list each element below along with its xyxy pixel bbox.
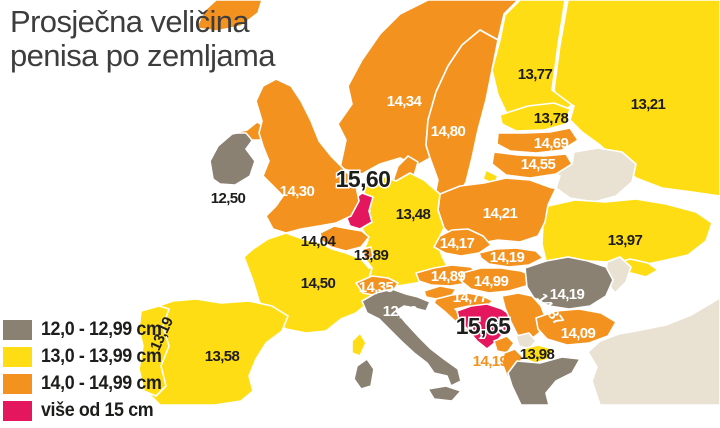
- legend-swatch-gray: [3, 320, 32, 340]
- legend-label-yellow: 13,0 - 13,99 cm: [41, 346, 162, 367]
- legend-row-pink: više od 15 cm: [3, 400, 169, 421]
- country-greece: [507, 356, 581, 405]
- value-label-romania: 14,19: [550, 286, 585, 303]
- legend-row-yellow: 13,0 - 13,99 cm: [3, 346, 169, 367]
- country-slovakia: [478, 247, 544, 268]
- country-belgium: [319, 225, 370, 252]
- infographic: 12,50 14,30 15,60 14,04 13,89 13,48 14,50 14,35…: [3, 0, 720, 421]
- country-kosovo: [515, 332, 537, 350]
- europe-map: 12,50 14,30 15,60 14,04 13,89 13,48 14,50 14,35…: [138, 0, 720, 405]
- legend-label-pink: više od 15 cm: [41, 400, 154, 421]
- page-title: Prosječna veličina penisa po zemljama: [10, 3, 276, 74]
- legend: 12,0 - 12,99 cm 13,0 - 13,99 cm 14,0 - 14,…: [3, 319, 169, 428]
- value-label-norway: 14,34: [387, 93, 423, 110]
- country-sicily: [427, 385, 462, 402]
- country-latvia: [496, 127, 579, 154]
- country-bosnia: [456, 303, 513, 350]
- legend-row-orange: 14,0 - 14,99 cm: [3, 373, 169, 394]
- value-label-great-britain: 14,30: [280, 183, 315, 200]
- value-label-albania: 14,19: [473, 353, 508, 370]
- country-ireland: [209, 130, 256, 186]
- value-label-czechia: 14,17: [440, 235, 475, 252]
- value-label-netherlands: 15,60: [336, 166, 391, 192]
- value-label-slovakia: 14,19: [490, 249, 525, 266]
- value-label-finland: 13,77: [518, 66, 553, 83]
- country-luxembourg: [362, 246, 374, 260]
- value-label-hungary: 14,99: [474, 273, 509, 290]
- country-czechia: [433, 228, 492, 257]
- value-label-poland: 14,21: [483, 205, 518, 222]
- legend-swatch-pink: [3, 401, 32, 421]
- value-label-italy: 12,50: [383, 303, 418, 320]
- value-label-spain: 13,58: [205, 348, 240, 365]
- value-label-belgium: 14,04: [301, 233, 337, 250]
- country-macedonia: [521, 344, 554, 364]
- country-portugal: [138, 305, 170, 397]
- legend-swatch-yellow: [3, 347, 32, 367]
- country-turkey: [587, 297, 720, 405]
- country-hungary: [460, 267, 534, 294]
- country-sardinia: [353, 358, 375, 390]
- value-label-sweden: 14,80: [431, 123, 466, 140]
- country-romania: [524, 256, 614, 310]
- value-label-france: 14,50: [301, 275, 336, 292]
- value-label-austria: 14,89: [431, 268, 466, 285]
- country-iceland: [195, 0, 263, 32]
- country-montenegro: [493, 335, 515, 354]
- value-label-macedonia: 13,98: [520, 346, 555, 363]
- value-label-luxembourg: 13,89: [354, 247, 389, 264]
- country-estonia: [499, 102, 571, 132]
- country-great-britain: [255, 78, 360, 234]
- country-shapes: [138, 0, 720, 405]
- legend-label-orange: 14,0 - 14,99 cm: [41, 373, 162, 394]
- value-label-russia: 13,21: [631, 96, 666, 113]
- value-label-croatia: 14,77: [453, 289, 488, 306]
- value-label-lithuania: 14,55: [521, 156, 556, 173]
- legend-label-gray: 12,0 - 12,99 cm: [41, 319, 162, 340]
- country-bulgaria: [535, 308, 617, 346]
- value-label-bulgaria: 14,09: [561, 325, 596, 342]
- value-label-estonia: 13,78: [534, 110, 569, 127]
- legend-swatch-orange: [3, 374, 32, 394]
- value-label-bosnia: 15,65: [456, 313, 511, 339]
- value-label-switzerland: 14,35: [359, 279, 394, 296]
- value-label-germany: 13,48: [396, 206, 431, 223]
- country-serbia: [501, 292, 547, 342]
- value-label-ireland: 12,50: [211, 190, 246, 207]
- legend-row-gray: 12,0 - 12,99 cm: [3, 319, 169, 340]
- country-italy: [361, 288, 462, 387]
- value-labels: 12,50 14,30 15,60 14,04 13,89 13,48 14,50 14,35…: [147, 66, 666, 370]
- value-label-ukraine: 13,97: [608, 232, 643, 249]
- value-label-latvia: 14,69: [534, 135, 569, 152]
- country-corsica: [351, 332, 367, 357]
